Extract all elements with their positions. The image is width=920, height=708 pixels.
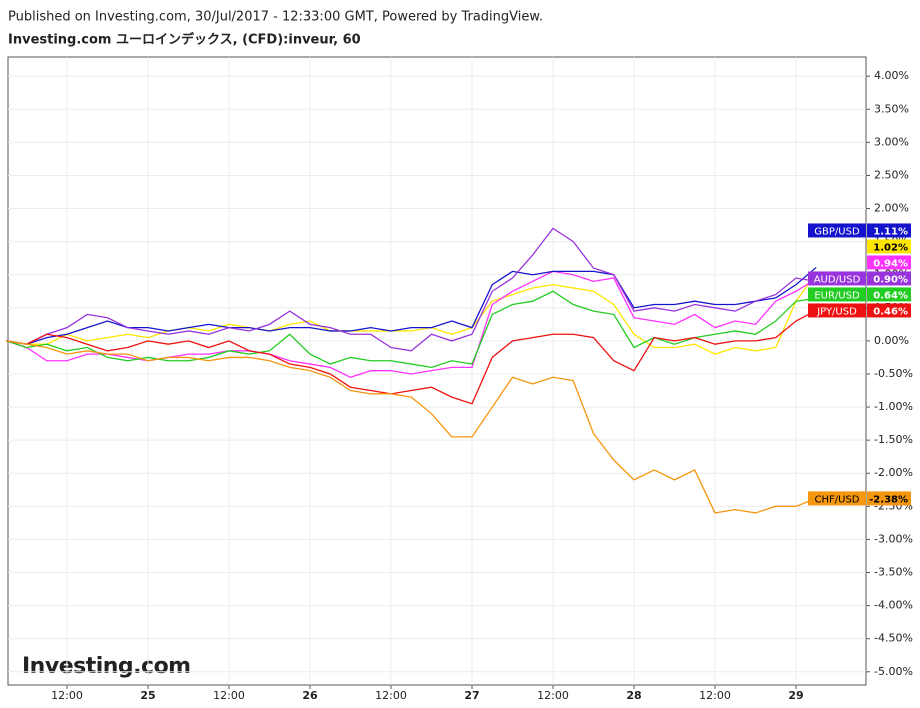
value-label-box	[867, 303, 911, 318]
x-tick-label: 12:00	[51, 689, 83, 702]
series-line	[6, 273, 817, 355]
y-tick-label: -4.00%	[874, 599, 913, 612]
series-line	[6, 309, 817, 405]
y-tick-label: 2.00%	[874, 202, 909, 215]
y-tick-label: -3.50%	[874, 566, 913, 579]
series-line	[6, 290, 817, 369]
y-tick-label: -4.50%	[874, 632, 913, 645]
legend-box	[808, 491, 866, 506]
series-line	[6, 340, 817, 514]
legend-box	[808, 287, 866, 302]
value-label: 0.64%	[873, 290, 908, 301]
plot-frame	[7, 56, 867, 686]
x-tick-label: 12:00	[213, 689, 245, 702]
x-tick-label: 28	[626, 689, 641, 702]
y-tick-label: 3.50%	[874, 102, 909, 115]
series-line	[6, 270, 817, 378]
legend-label: JPY/USD	[816, 306, 857, 317]
legend-box	[808, 271, 866, 286]
y-tick-label: -1.00%	[874, 400, 913, 413]
y-tick-label: -3.00%	[874, 532, 913, 545]
value-label-box	[867, 255, 911, 270]
x-tick-label: 12:00	[699, 689, 731, 702]
legend-label: EUR/USD	[814, 290, 860, 301]
legend-label: AUD/USD	[814, 274, 861, 285]
y-tick-label: 2.50%	[874, 168, 909, 181]
y-tick-label: -2.00%	[874, 466, 913, 479]
y-tick-label: -5.00%	[874, 665, 913, 678]
chart-title: Investing.com ユーロインデックス, (CFD):inveur, 6…	[8, 32, 361, 48]
y-tick-label: 4.00%	[874, 69, 909, 82]
legend-box	[808, 303, 866, 318]
x-tick-label: 29	[788, 689, 803, 702]
x-tick-label: 27	[464, 689, 479, 702]
x-tick-label: 12:00	[537, 689, 569, 702]
y-tick-label: -0.50%	[874, 367, 913, 380]
y-tick-label: -1.50%	[874, 433, 913, 446]
y-tick-label: 0.00%	[874, 334, 909, 347]
value-label-box	[867, 223, 911, 238]
x-tick-label: 12:00	[375, 689, 407, 702]
legend-label: GBP/USD	[814, 226, 860, 237]
legend-box	[808, 223, 866, 238]
y-tick-label: 3.00%	[874, 135, 909, 148]
value-label: 1.02%	[873, 242, 908, 253]
legend-label: CHF/USD	[815, 494, 860, 505]
value-label-box	[867, 491, 911, 506]
watermark: Investing.com	[22, 654, 191, 679]
value-label: -2.38%	[869, 494, 908, 505]
chart-subtitle: Published on Investing.com, 30/Jul/2017 …	[8, 10, 543, 25]
grid	[8, 57, 866, 685]
value-label: 0.90%	[873, 274, 908, 285]
x-tick-label: 25	[140, 689, 155, 702]
series-line	[6, 227, 817, 352]
value-label: 0.46%	[873, 306, 908, 317]
value-label-box	[867, 239, 911, 254]
value-label-box	[867, 287, 911, 302]
value-label: 1.11%	[873, 226, 908, 237]
value-label: 0.94%	[873, 258, 908, 269]
x-tick-label: 26	[302, 689, 318, 702]
value-label-box	[867, 271, 911, 286]
series-line	[6, 266, 817, 345]
